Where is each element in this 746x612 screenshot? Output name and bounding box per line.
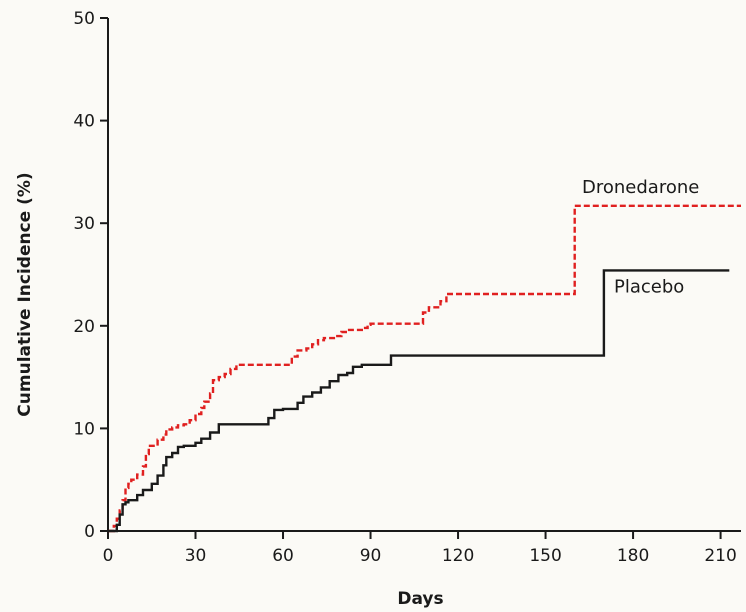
y-tick-label: 20	[73, 317, 95, 337]
x-tick-label: 90	[360, 546, 382, 566]
x-tick-label: 0	[103, 546, 114, 566]
axes: 0 10 20 30 40 50 0 30 60 90 120 150 180 210 Days Cumula…	[15, 9, 741, 609]
y-tick-label: 0	[84, 522, 95, 542]
label-layer: Dronedarone Placebo	[582, 177, 699, 298]
x-tick-label: 180	[617, 546, 649, 566]
x-tick-label: 60	[272, 546, 294, 566]
x-tick-label: 30	[185, 546, 207, 566]
series-layer	[108, 204, 741, 533]
series-line-placebo	[108, 269, 730, 533]
y-tick-label: 10	[73, 419, 95, 439]
x-axis-title: Days	[397, 589, 443, 609]
x-tick-label: 210	[704, 546, 736, 566]
y-tick-label: 40	[73, 112, 95, 132]
x-tick-label: 120	[442, 546, 474, 566]
series-label-dronedarone: Dronedarone	[582, 177, 699, 198]
y-tick-label: 30	[73, 214, 95, 234]
series-label-placebo: Placebo	[614, 276, 684, 297]
y-tick-label: 50	[73, 9, 95, 29]
y-axis-title: Cumulative Incidence (%)	[15, 172, 35, 416]
series-line-dronedarone	[108, 204, 741, 533]
x-tick-label: 150	[529, 546, 561, 566]
